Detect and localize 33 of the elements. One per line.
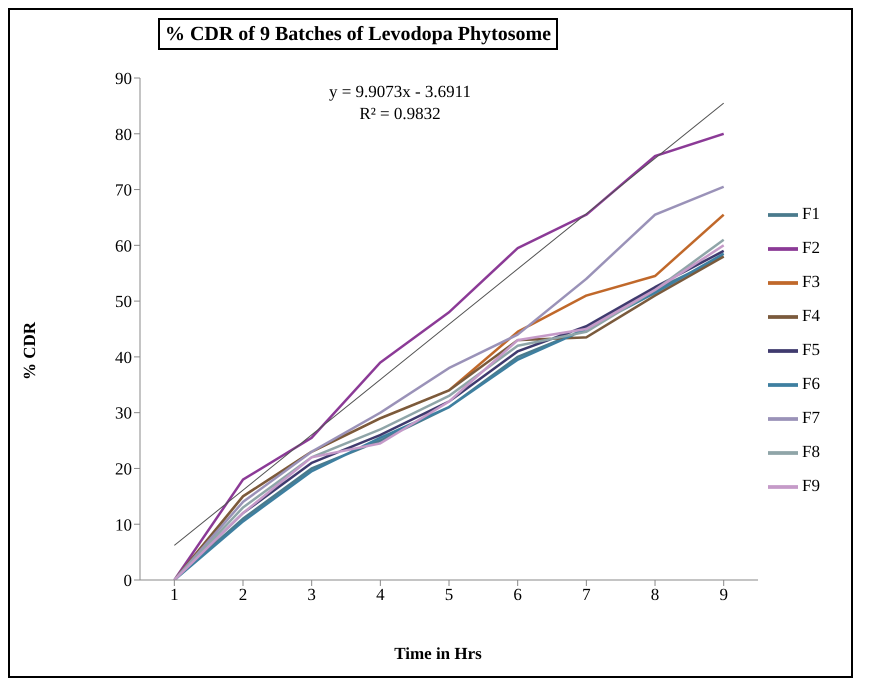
chart-title: % CDR of 9 Batches of Levodopa Phytosome bbox=[158, 18, 558, 50]
legend-label: F9 bbox=[802, 476, 820, 495]
y-tick-label: 10 bbox=[115, 515, 132, 534]
x-tick-label: 5 bbox=[444, 585, 454, 604]
y-tick-label: 0 bbox=[124, 571, 132, 590]
legend-label: F1 bbox=[802, 204, 820, 223]
y-tick-label: 20 bbox=[115, 459, 132, 478]
x-tick-label: 9 bbox=[719, 585, 728, 604]
y-tick-label: 70 bbox=[115, 180, 132, 200]
legend-label: F2 bbox=[802, 238, 820, 257]
x-tick-label: 4 bbox=[376, 585, 386, 604]
y-tick-label: 40 bbox=[115, 348, 132, 367]
x-tick-label: 8 bbox=[650, 585, 660, 604]
x-tick-label: 1 bbox=[170, 585, 179, 604]
annotation: y = 9.9073x - 3.6911 bbox=[328, 82, 472, 102]
x-tick-label: 6 bbox=[513, 585, 522, 604]
legend-label: F8 bbox=[802, 442, 820, 461]
y-tick-label: 50 bbox=[115, 292, 132, 312]
legend-label: F6 bbox=[802, 374, 820, 393]
y-tick-label: 90 bbox=[115, 69, 132, 88]
y-tick-label: 60 bbox=[115, 236, 132, 256]
y-axis-title: % CDR bbox=[20, 322, 40, 380]
x-axis-title: Time in Hrs bbox=[393, 644, 483, 664]
annotation: R² = 0.9832 bbox=[358, 104, 442, 124]
legend-label: F4 bbox=[802, 306, 820, 325]
x-tick-label: 3 bbox=[307, 585, 316, 604]
legend-label: F3 bbox=[802, 272, 820, 291]
y-tick-label: 80 bbox=[115, 124, 132, 144]
y-tick-label: 30 bbox=[115, 404, 132, 423]
legend-label: F5 bbox=[802, 340, 820, 359]
x-tick-label: 2 bbox=[238, 585, 248, 604]
x-tick-label: 7 bbox=[582, 585, 592, 604]
legend-label: F7 bbox=[802, 408, 820, 427]
